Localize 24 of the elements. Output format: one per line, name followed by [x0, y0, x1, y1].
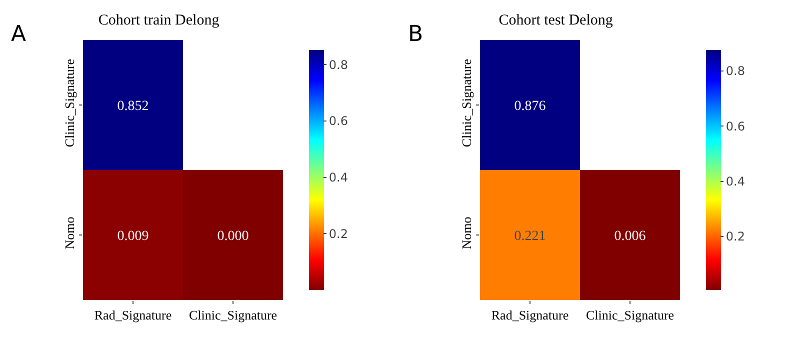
x-tick-label: Clinic_Signature: [188, 308, 278, 323]
y-tick-label: Nomo: [62, 216, 77, 250]
color-bar-label: 0.6: [726, 119, 745, 134]
color-bar-label: 0.8: [328, 58, 348, 72]
color-bar-label: 0.8: [726, 64, 745, 78]
chart-title: Cohort train Delong: [98, 12, 220, 29]
color-bar-label: 0.2: [726, 230, 745, 244]
data-label: 0.009: [117, 228, 149, 244]
chart-title: Cohort test Delong: [498, 12, 614, 29]
data-label: 0.000: [217, 228, 249, 244]
color-bar-label: 0.6: [328, 114, 348, 128]
data-label: 0.221: [514, 228, 546, 244]
y-tick-label: Nomo: [458, 216, 474, 250]
color-bar-label: 0.2: [328, 226, 348, 241]
data-label: 0.876: [514, 98, 546, 114]
text: B: [408, 22, 424, 47]
text: A: [11, 22, 26, 47]
color-bar-label: 0.4: [328, 170, 348, 185]
data-label: 0.852: [117, 98, 149, 114]
data-label: 0.006: [614, 228, 646, 244]
x-tick-label: Clinic_Signature: [586, 308, 674, 323]
x-tick-label: Rad_Signature: [491, 308, 569, 323]
x-tick-label: Rad_Signature: [94, 308, 172, 323]
color-bar-label: 0.4: [726, 174, 745, 189]
